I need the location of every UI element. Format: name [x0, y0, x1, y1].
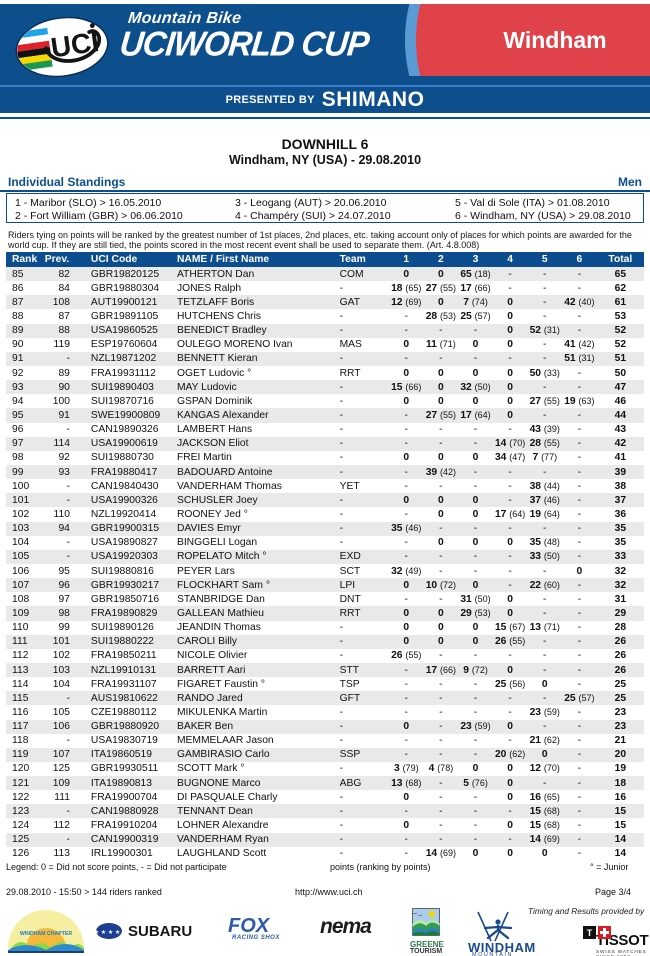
svg-text:★ ★ ★ ★: ★ ★ ★ ★ — [95, 929, 120, 936]
svg-text:WINDHAM CHAPTER: WINDHAM CHAPTER — [20, 931, 72, 937]
svg-text:SUBARU: SUBARU — [128, 923, 192, 940]
